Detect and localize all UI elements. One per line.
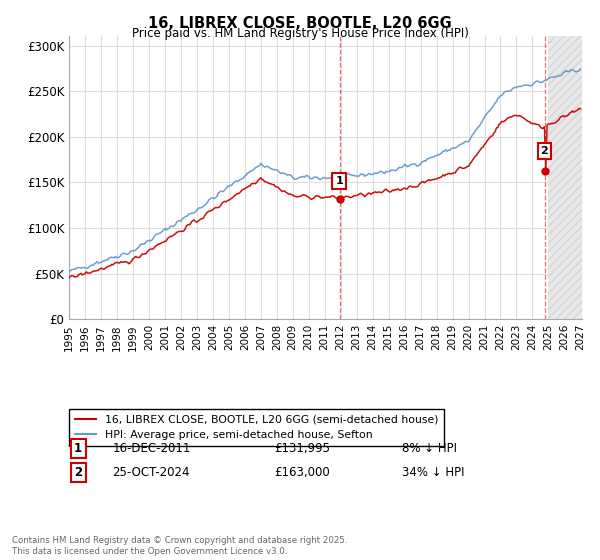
Text: 1: 1 <box>335 176 343 186</box>
Bar <box>548 36 582 319</box>
Text: Contains HM Land Registry data © Crown copyright and database right 2025.
This d: Contains HM Land Registry data © Crown c… <box>12 536 347 556</box>
Text: 1: 1 <box>74 442 82 455</box>
Text: 16-DEC-2011: 16-DEC-2011 <box>113 442 191 455</box>
Text: 2: 2 <box>541 146 548 156</box>
Text: £131,995: £131,995 <box>274 442 330 455</box>
Text: 16, LIBREX CLOSE, BOOTLE, L20 6GG: 16, LIBREX CLOSE, BOOTLE, L20 6GG <box>148 16 452 31</box>
Text: 25-OCT-2024: 25-OCT-2024 <box>113 466 190 479</box>
Text: 2: 2 <box>74 466 82 479</box>
Text: 8% ↓ HPI: 8% ↓ HPI <box>403 442 457 455</box>
Text: 34% ↓ HPI: 34% ↓ HPI <box>403 466 465 479</box>
Text: £163,000: £163,000 <box>274 466 330 479</box>
Text: Price paid vs. HM Land Registry's House Price Index (HPI): Price paid vs. HM Land Registry's House … <box>131 27 469 40</box>
Bar <box>548 36 582 319</box>
Legend: 16, LIBREX CLOSE, BOOTLE, L20 6GG (semi-detached house), HPI: Average price, sem: 16, LIBREX CLOSE, BOOTLE, L20 6GG (semi-… <box>69 409 444 446</box>
